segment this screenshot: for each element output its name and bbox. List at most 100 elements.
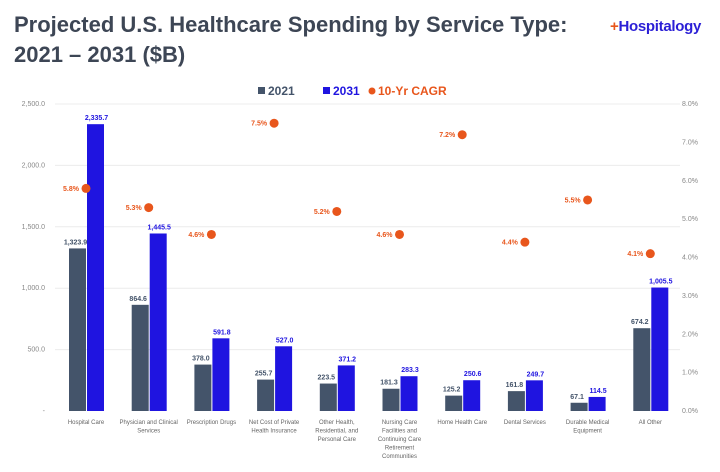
right-axis-tick: 3.0% — [682, 293, 698, 300]
category-label: Prescription Drugs — [187, 420, 236, 426]
right-axis-tick: 6.0% — [682, 178, 698, 185]
legend-swatch-2031 — [323, 87, 330, 94]
category-label: Residential, and — [315, 429, 358, 435]
cagr-point — [332, 206, 342, 216]
left-axis-tick: 500.0 — [27, 347, 45, 354]
data-label-2021: 255.7 — [255, 371, 273, 378]
category-label: Facilities and — [382, 429, 417, 435]
data-label-2021: 67.1 — [570, 394, 584, 401]
category-label: Durable Medical — [566, 420, 609, 426]
data-label-2021: 864.6 — [129, 296, 147, 303]
category-label: Other Health, — [319, 420, 355, 426]
category-label: Continuing Care — [378, 437, 422, 443]
cagr-point — [583, 195, 593, 205]
category-label: All Other — [639, 420, 662, 426]
category-label: Communities — [382, 454, 417, 460]
category-label: Health Insurance — [251, 429, 297, 435]
category-label: Nursing Care — [382, 420, 418, 426]
category-label: Home Health Care — [437, 420, 487, 426]
bar-2031 — [337, 365, 355, 411]
category-label: Personal Care — [318, 437, 357, 443]
category-label: Retirement — [385, 446, 415, 452]
cagr-label: 5.3% — [126, 205, 143, 212]
right-axis-tick: 5.0% — [682, 216, 698, 223]
data-label-2021: 125.2 — [443, 387, 461, 394]
data-label-2031: 1,445.5 — [148, 224, 171, 231]
right-axis-tick: 1.0% — [682, 370, 698, 377]
bar-2021 — [633, 328, 651, 411]
legend-label-2021: 2021 — [268, 84, 295, 98]
bar-2031 — [525, 380, 543, 411]
bar-2021 — [194, 364, 212, 411]
data-label-2021: 674.2 — [631, 319, 649, 326]
cagr-label: 5.8% — [63, 186, 80, 193]
bar-2031 — [651, 287, 669, 411]
cagr-label: 5.2% — [314, 209, 331, 216]
legend-label-2031: 2031 — [333, 84, 360, 98]
bar-2021 — [69, 248, 86, 411]
right-axis-tick: 7.0% — [682, 139, 698, 146]
data-label-2021: 378.0 — [192, 356, 210, 363]
category-label: Dental Services — [504, 420, 546, 426]
bar-2031 — [149, 233, 167, 411]
cagr-label: 4.1% — [627, 251, 644, 258]
bar-2021 — [319, 383, 337, 411]
bar-2031 — [400, 376, 418, 411]
right-axis-tick: 2.0% — [682, 331, 698, 338]
cagr-label: 7.5% — [251, 121, 268, 128]
cagr-point — [144, 203, 154, 213]
bar-2021 — [445, 395, 463, 411]
data-label-2021: 223.5 — [318, 375, 336, 382]
cagr-point — [520, 237, 530, 247]
data-label-2031: 114.5 — [590, 388, 607, 395]
left-axis-tick: 2,500.0 — [22, 101, 45, 108]
cagr-label: 4.6% — [188, 232, 205, 239]
data-label-2031: 250.6 — [464, 371, 482, 378]
data-label-2031: 283.3 — [401, 367, 419, 374]
cagr-label: 4.4% — [502, 240, 519, 247]
data-label-2031: 1,005.5 — [649, 279, 672, 286]
bar-2021 — [382, 388, 400, 411]
data-label-2031: 371.2 — [339, 356, 357, 363]
cagr-point — [206, 229, 216, 239]
bar-2031 — [212, 338, 230, 411]
right-axis-tick: 4.0% — [682, 255, 698, 262]
chart-title: Projected U.S. Healthcare Spending by Se… — [14, 12, 568, 67]
legend-label-cagr: 10-Yr CAGR — [378, 84, 447, 98]
bar-2021 — [570, 402, 588, 411]
cagr-point — [81, 183, 91, 193]
left-axis-tick: 2,000.0 — [22, 162, 45, 169]
cagr-label: 4.6% — [377, 232, 394, 239]
data-label-2021: 1,323.9 — [64, 239, 87, 246]
category-label: Equipment — [573, 429, 602, 435]
right-axis-tick: 8.0% — [682, 101, 698, 108]
category-label: Hospital Care — [68, 420, 105, 426]
category-label: Physician and Clinical — [120, 420, 178, 426]
hospitalogy-logo: +Hospitalogy — [610, 18, 702, 35]
bar-2021 — [507, 391, 525, 411]
bar-2021 — [257, 379, 275, 411]
category-label: Services — [137, 429, 160, 435]
bar-2031 — [275, 346, 293, 411]
category-label: Net Cost of Private — [249, 420, 300, 426]
data-label-2031: 249.7 — [527, 371, 545, 378]
bar-2031 — [588, 396, 606, 411]
left-axis-tick: - — [43, 408, 46, 415]
cagr-point — [269, 118, 279, 128]
bar-2031 — [463, 380, 481, 411]
data-label-2021: 161.8 — [506, 382, 524, 389]
data-label-2031: 591.8 — [213, 329, 231, 336]
legend-swatch-2021 — [258, 87, 265, 94]
right-axis-tick: 0.0% — [682, 408, 698, 415]
cagr-label: 5.5% — [565, 197, 582, 204]
legend-marker-cagr — [368, 87, 376, 95]
logo-text: Hospitalogy — [618, 18, 702, 35]
cagr-point — [457, 130, 467, 140]
data-label-2031: 527.0 — [276, 337, 294, 344]
cagr-point — [395, 229, 404, 239]
left-axis-tick: 1,500.0 — [22, 224, 45, 231]
bar-2021 — [131, 304, 149, 411]
data-label-2021: 181.3 — [380, 380, 398, 387]
bar-2031 — [87, 124, 104, 412]
